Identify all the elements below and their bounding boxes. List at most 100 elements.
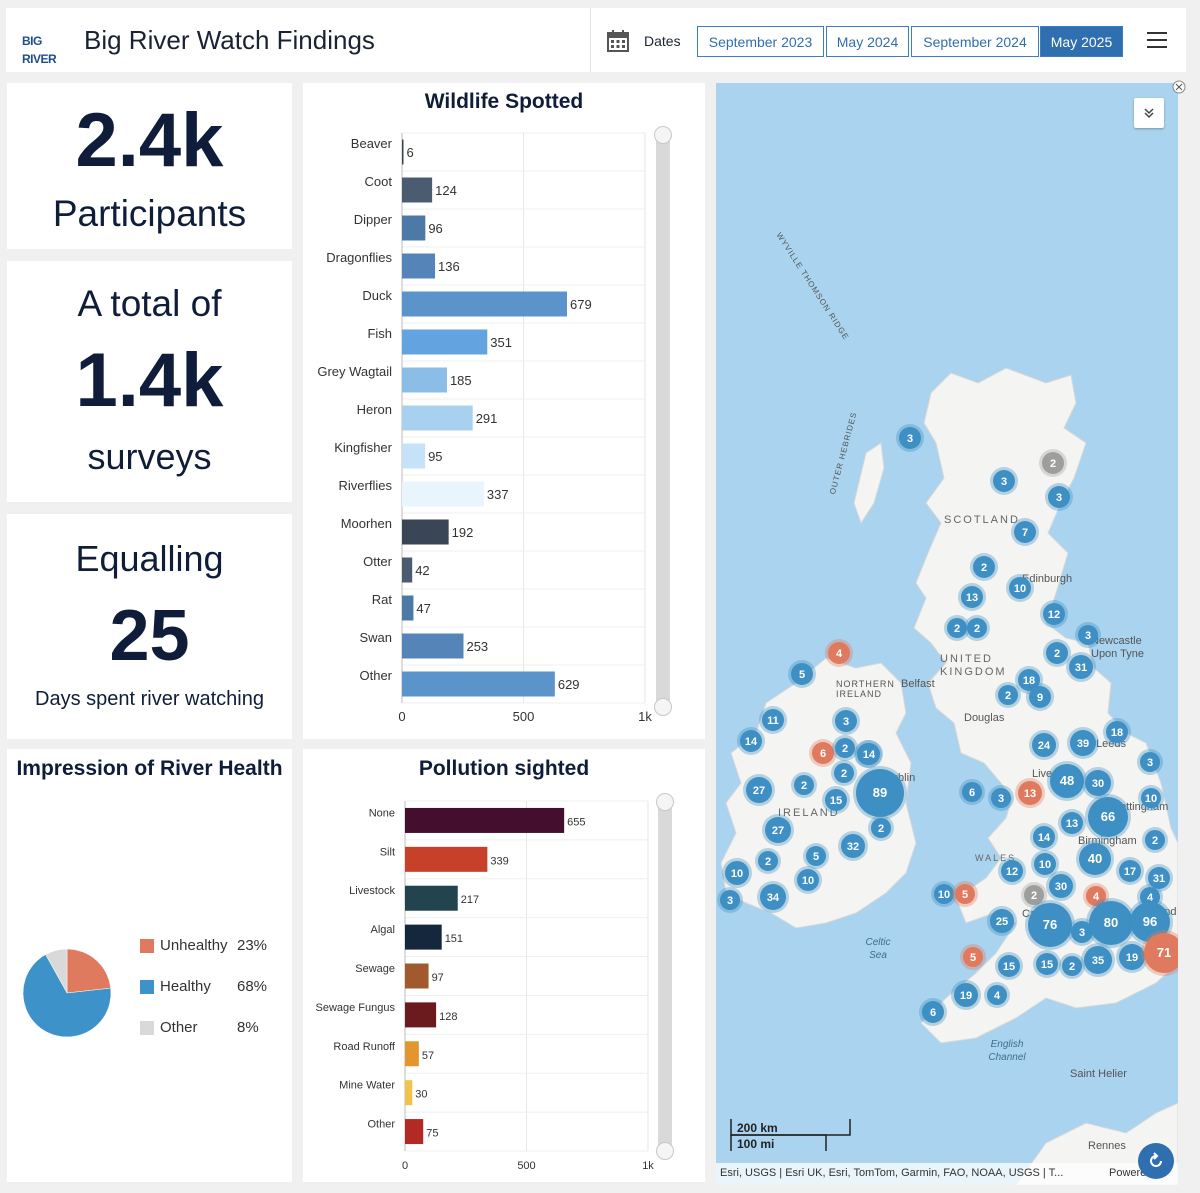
map-cluster-marker[interactable] — [1024, 885, 1044, 905]
pie-slice-other[interactable] — [45, 948, 68, 994]
map-cluster-marker[interactable] — [998, 685, 1018, 705]
map-cluster-marker[interactable] — [973, 556, 995, 578]
menu-icon[interactable] — [1147, 32, 1167, 48]
map-cluster-marker[interactable] — [841, 834, 865, 858]
bar-road-runoff[interactable] — [405, 1041, 419, 1067]
bar-none[interactable] — [405, 807, 565, 833]
map-cluster-marker[interactable] — [1089, 901, 1133, 945]
bar-silt[interactable] — [405, 846, 488, 872]
map-cluster-marker[interactable] — [1141, 788, 1161, 808]
bar-beaver[interactable] — [402, 139, 404, 165]
pie-slice-healthy[interactable] — [22, 954, 112, 1038]
bar-rat[interactable] — [402, 595, 414, 621]
bar-grey-wagtail[interactable] — [402, 367, 447, 393]
bar-coot[interactable] — [402, 177, 433, 203]
map-cluster-marker[interactable] — [1071, 921, 1093, 943]
map-cluster-marker[interactable] — [1028, 903, 1072, 947]
bar-moorhen[interactable] — [402, 519, 449, 545]
map-cluster-marker[interactable] — [1043, 603, 1065, 625]
map-cluster-marker[interactable] — [1001, 860, 1023, 882]
map-cluster-marker[interactable] — [1033, 826, 1055, 848]
map-cluster-marker[interactable] — [1050, 764, 1084, 798]
map-cluster-marker[interactable] — [725, 861, 749, 885]
map-cluster-marker[interactable] — [1042, 452, 1064, 474]
date-button-september-2024[interactable]: September 2024 — [911, 26, 1039, 57]
map-cluster-marker[interactable] — [806, 846, 826, 866]
map-cluster-marker[interactable] — [1062, 956, 1082, 976]
date-button-september-2023[interactable]: September 2023 — [697, 26, 824, 57]
map-cluster-marker[interactable] — [858, 743, 880, 765]
map-cluster-marker[interactable] — [963, 947, 983, 967]
map-cluster-marker[interactable] — [947, 618, 967, 638]
map-cluster-marker[interactable] — [1048, 486, 1070, 508]
map-cluster-marker[interactable] — [740, 730, 762, 752]
map-cluster-marker[interactable] — [1140, 752, 1160, 772]
map-cluster-marker[interactable] — [834, 763, 854, 783]
pie-slice-unhealthy[interactable] — [66, 948, 112, 994]
map-cluster-marker[interactable] — [828, 642, 850, 664]
pollution-scroll-handle-bottom[interactable] — [656, 1142, 674, 1160]
map-cluster-marker[interactable] — [1086, 886, 1106, 906]
map-cluster-marker[interactable] — [825, 789, 847, 811]
map-cluster-marker[interactable] — [998, 955, 1020, 977]
map-cluster-marker[interactable] — [760, 884, 786, 910]
map-cluster-marker[interactable] — [1088, 797, 1128, 837]
map-cluster-marker[interactable] — [1144, 933, 1178, 973]
bar-kingfisher[interactable] — [402, 443, 426, 469]
bar-swan[interactable] — [402, 633, 464, 659]
map-cluster-marker[interactable] — [835, 738, 855, 758]
bar-sewage[interactable] — [405, 963, 429, 989]
bar-dipper[interactable] — [402, 215, 426, 241]
map-cluster-marker[interactable] — [987, 985, 1007, 1005]
map-cluster-marker[interactable] — [1145, 830, 1165, 850]
map-view[interactable]: WYVILLE THOMSON RIDGE OUTER HEBRIDES SCO… — [716, 83, 1178, 1185]
map-cluster-marker[interactable] — [835, 710, 857, 732]
map-reset-button[interactable] — [1138, 1143, 1174, 1179]
map-cluster-marker[interactable] — [1036, 953, 1058, 975]
map-cluster-marker[interactable] — [1130, 902, 1170, 942]
map-cluster-marker[interactable] — [1119, 944, 1145, 970]
map-cluster-marker[interactable] — [1029, 686, 1051, 708]
map-cluster-marker[interactable] — [1032, 733, 1056, 757]
bar-otter[interactable] — [402, 557, 413, 583]
bar-dragonflies[interactable] — [402, 253, 436, 279]
map-cluster-marker[interactable] — [1046, 642, 1068, 664]
map-cluster-marker[interactable] — [1085, 770, 1111, 796]
bar-riverflies[interactable] — [402, 481, 484, 507]
map-cluster-marker[interactable] — [746, 777, 772, 803]
bar-duck[interactable] — [402, 291, 567, 317]
bar-livestock[interactable] — [405, 885, 458, 911]
map-cluster-marker[interactable] — [1014, 521, 1036, 543]
map-cluster-marker[interactable] — [1070, 730, 1096, 756]
map-cluster-marker[interactable] — [967, 618, 987, 638]
map-cluster-marker[interactable] — [762, 709, 784, 731]
map-cluster-marker[interactable] — [1061, 812, 1083, 834]
map-cluster-marker[interactable] — [934, 884, 954, 904]
map-cluster-marker[interactable] — [1106, 721, 1128, 743]
map-cluster-marker[interactable] — [961, 586, 983, 608]
map-cluster-marker[interactable] — [856, 769, 904, 817]
map-cluster-marker[interactable] — [1069, 655, 1093, 679]
map-cluster-marker[interactable] — [922, 1001, 944, 1023]
wildlife-scroll-handle-bottom[interactable] — [654, 698, 672, 716]
map-cluster-marker[interactable] — [991, 788, 1011, 808]
pollution-scrollbar[interactable] — [658, 801, 672, 1153]
map-cluster-marker[interactable] — [720, 890, 740, 910]
map-cluster-marker[interactable] — [954, 983, 978, 1007]
map-collapse-button[interactable] — [1134, 98, 1164, 128]
map-cluster-marker[interactable] — [758, 851, 778, 871]
bar-heron[interactable] — [402, 405, 473, 431]
map-cluster-marker[interactable] — [1018, 669, 1040, 691]
map-cluster-marker[interactable] — [1018, 781, 1042, 805]
map-cluster-marker[interactable] — [1140, 887, 1160, 907]
date-button-may-2024[interactable]: May 2024 — [826, 26, 909, 57]
map-cluster-marker[interactable] — [812, 742, 834, 764]
map-cluster-marker[interactable] — [1084, 946, 1112, 974]
pollution-scroll-handle-top[interactable] — [656, 793, 674, 811]
map-cluster-marker[interactable] — [1034, 853, 1056, 875]
map-cluster-marker[interactable] — [871, 818, 891, 838]
bar-sewage-fungus[interactable] — [405, 1002, 437, 1028]
map-cluster-marker[interactable] — [794, 775, 814, 795]
map-cluster-marker[interactable] — [955, 884, 975, 904]
map-cluster-marker[interactable] — [1079, 843, 1111, 875]
